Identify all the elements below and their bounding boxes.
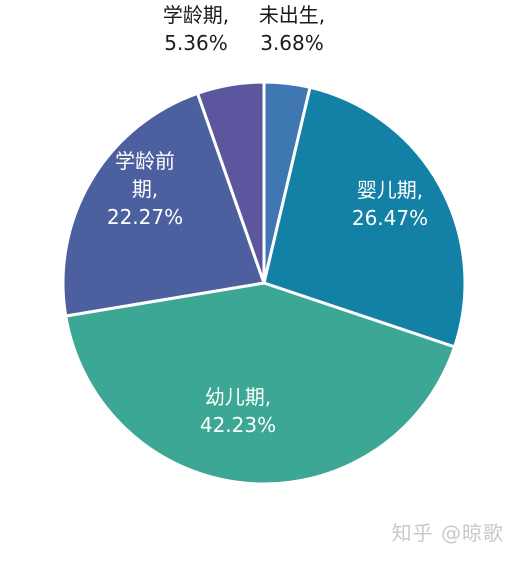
label-toddler: 幼儿期, 42.23% (200, 385, 276, 437)
label-preschool-line-3: 22.27% (107, 205, 183, 229)
label-toddler-line-2: 42.23% (200, 413, 276, 437)
label-unborn-line-2: 3.68% (260, 31, 324, 55)
label-schoolage-line-1: 学龄期, (163, 3, 229, 27)
label-toddler-line-1: 幼儿期, (205, 385, 271, 409)
label-schoolage-line-2: 5.36% (164, 31, 228, 55)
slice-schoolage (196, 80, 266, 285)
label-infant-line-2: 26.47% (352, 206, 428, 230)
label-schoolage: 学龄期, 5.36% (163, 3, 229, 55)
label-unborn-line-1: 未出生, (259, 3, 325, 27)
pie-labels: 未出生, 3.68% 婴儿期, 26.47% 幼儿期, 42.23% 学龄前期, 22.27%… (107, 3, 428, 437)
slice-toddler (64, 281, 457, 486)
label-preschool: 学龄前期, 22.27% (107, 149, 183, 229)
label-preschool-line-2: 期, (132, 177, 158, 201)
label-infant: 婴儿期, 26.47% (352, 178, 428, 230)
label-infant-line-1: 婴儿期, (357, 178, 423, 202)
pie-slices (61, 80, 467, 486)
label-preschool-line-1: 学龄前 (115, 149, 175, 173)
watermark-text: 知乎 @晾歌 (391, 521, 504, 545)
slice-infant (262, 85, 467, 349)
label-unborn: 未出生, 3.68% (259, 3, 325, 55)
slice-preschool (61, 91, 266, 318)
